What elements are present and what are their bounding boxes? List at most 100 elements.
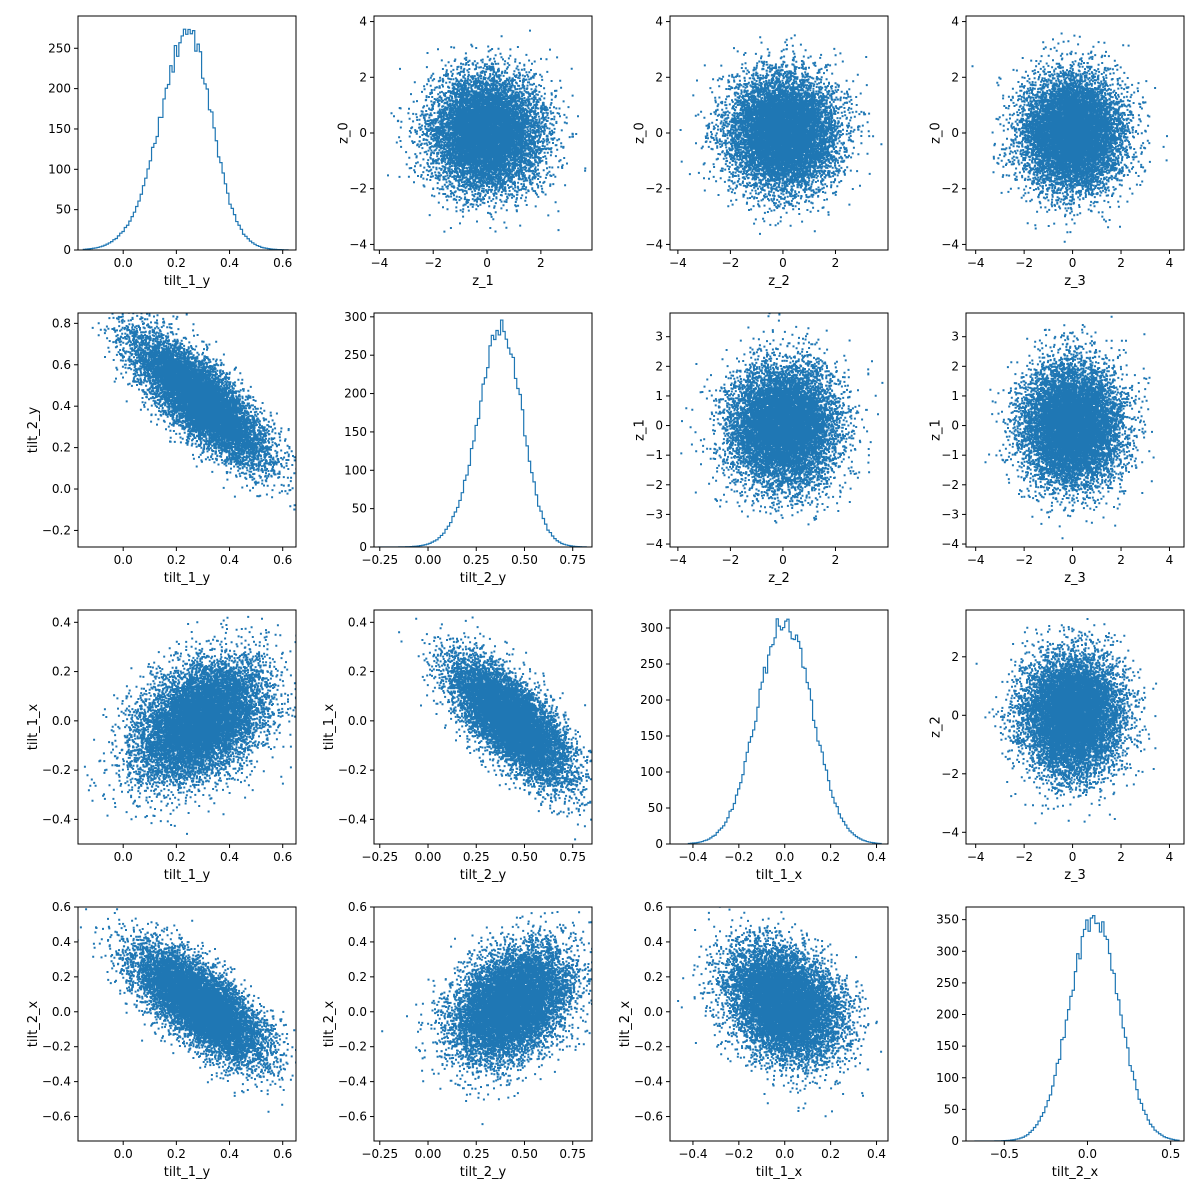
x-axis-label: z_3: [1064, 571, 1086, 586]
y-tick-label: 0: [951, 126, 959, 140]
x-axis-label: tilt_1_y: [164, 868, 211, 883]
y-axis-label: tilt_1_x: [322, 704, 337, 751]
y-tick-label: 0: [655, 126, 663, 140]
x-tick-label: 2: [537, 256, 545, 270]
y-tick-label: 0: [655, 837, 663, 851]
x-tick-label: 0.6: [273, 850, 292, 864]
x-axis-label: tilt_1_y: [164, 274, 211, 289]
x-tick-label: −4: [669, 256, 687, 270]
y-tick-label: 0.2: [52, 970, 71, 984]
y-tick-label: 2: [951, 70, 959, 84]
y-tick-label: 1: [951, 389, 959, 403]
y-tick-label: −4: [645, 537, 663, 551]
y-tick-label: 3: [951, 330, 959, 344]
y-tick-label: −4: [645, 237, 663, 251]
y-tick-label: 0.4: [348, 615, 367, 629]
x-tick-label: 4: [1166, 850, 1174, 864]
x-tick-label: −4: [371, 256, 389, 270]
x-tick-label: 0.0: [114, 553, 133, 567]
x-tick-label: 0.75: [559, 850, 586, 864]
y-tick-label: 4: [951, 15, 959, 29]
x-axis-label: z_2: [768, 571, 790, 586]
y-axis-label: tilt_1_x: [26, 704, 41, 751]
y-tick-label: −0.4: [42, 1075, 71, 1089]
y-tick-label: 2: [655, 359, 663, 373]
y-axis-label: z_2: [929, 716, 944, 738]
y-tick-label: 0.6: [52, 900, 71, 914]
y-tick-label: 2: [655, 70, 663, 84]
y-tick-label: 2: [951, 359, 959, 373]
y-tick-label: −0.6: [634, 1110, 663, 1124]
y-tick-label: 200: [936, 1008, 959, 1022]
x-axis-label: z_1: [472, 274, 494, 289]
x-axis-label: tilt_1_y: [164, 1165, 211, 1180]
y-tick-label: −2: [941, 478, 959, 492]
x-tick-label: −2: [722, 553, 740, 567]
y-axis-label: z_0: [633, 122, 648, 144]
y-tick-label: −0.6: [42, 1110, 71, 1124]
y-tick-label: 250: [640, 657, 663, 671]
x-tick-label: −0.4: [678, 1147, 707, 1161]
x-tick-label: 0.0: [114, 1147, 133, 1161]
y-tick-label: 0.4: [52, 615, 71, 629]
x-axis-label: tilt_1_x: [756, 868, 803, 883]
y-tick-label: 0.0: [644, 1005, 663, 1019]
x-tick-label: 0.2: [821, 850, 840, 864]
x-tick-label: 0.50: [511, 850, 538, 864]
x-tick-label: 2: [832, 256, 840, 270]
y-tick-label: 200: [640, 693, 663, 707]
x-tick-label: 0.0: [775, 1147, 794, 1161]
y-tick-label: 3: [655, 330, 663, 344]
x-tick-label: −0.25: [361, 850, 398, 864]
x-tick-label: 0: [779, 553, 787, 567]
x-tick-label: 0.25: [463, 850, 490, 864]
x-tick-label: 0.4: [220, 1147, 239, 1161]
y-axis-label: tilt_2_x: [322, 1001, 337, 1048]
x-tick-label: 0.0: [1078, 1147, 1097, 1161]
x-tick-label: 2: [1117, 256, 1125, 270]
x-axis-label: tilt_2_x: [1052, 1165, 1099, 1180]
x-tick-label: 0.0: [114, 256, 133, 270]
x-tick-label: 0.6: [273, 256, 292, 270]
y-tick-label: −0.4: [634, 1075, 663, 1089]
x-axis-label: tilt_1_y: [164, 571, 211, 586]
x-axis-label: tilt_1_x: [756, 1165, 803, 1180]
y-tick-label: −3: [941, 507, 959, 521]
y-tick-label: −0.2: [42, 763, 71, 777]
y-tick-label: 50: [56, 203, 71, 217]
y-tick-label: 2: [951, 650, 959, 664]
y-tick-label: 100: [344, 463, 367, 477]
y-axis-label: z_0: [929, 122, 944, 144]
y-tick-label: −0.4: [338, 812, 367, 826]
x-tick-label: −0.5: [990, 1147, 1019, 1161]
y-tick-label: −2: [645, 478, 663, 492]
y-tick-label: −1: [645, 448, 663, 462]
y-tick-label: 0.0: [348, 714, 367, 728]
y-tick-label: 150: [48, 122, 71, 136]
y-tick-label: −0.6: [338, 1110, 367, 1124]
x-tick-label: −0.25: [361, 553, 398, 567]
y-tick-label: 0: [359, 126, 367, 140]
x-tick-label: 2: [1117, 553, 1125, 567]
x-tick-label: 0.50: [511, 1147, 538, 1161]
y-tick-label: 0.0: [52, 1005, 71, 1019]
x-tick-label: −0.2: [724, 1147, 753, 1161]
y-tick-label: 0.8: [52, 316, 71, 330]
y-tick-label: 0.2: [644, 970, 663, 984]
y-tick-label: 0.0: [52, 482, 71, 496]
y-tick-label: 1: [655, 389, 663, 403]
y-axis-label: z_0: [337, 122, 352, 144]
y-tick-label: 0: [951, 419, 959, 433]
y-tick-label: 0: [359, 540, 367, 554]
y-tick-label: −0.2: [634, 1040, 663, 1054]
y-tick-label: 0.6: [348, 900, 367, 914]
y-tick-label: −2: [645, 182, 663, 196]
x-tick-label: −2: [722, 256, 740, 270]
x-tick-label: 0.6: [273, 553, 292, 567]
y-tick-label: −2: [349, 182, 367, 196]
x-tick-label: −2: [424, 256, 442, 270]
y-tick-label: −0.4: [42, 812, 71, 826]
x-axis-label: tilt_2_y: [460, 868, 507, 883]
y-tick-label: −0.4: [338, 1075, 367, 1089]
